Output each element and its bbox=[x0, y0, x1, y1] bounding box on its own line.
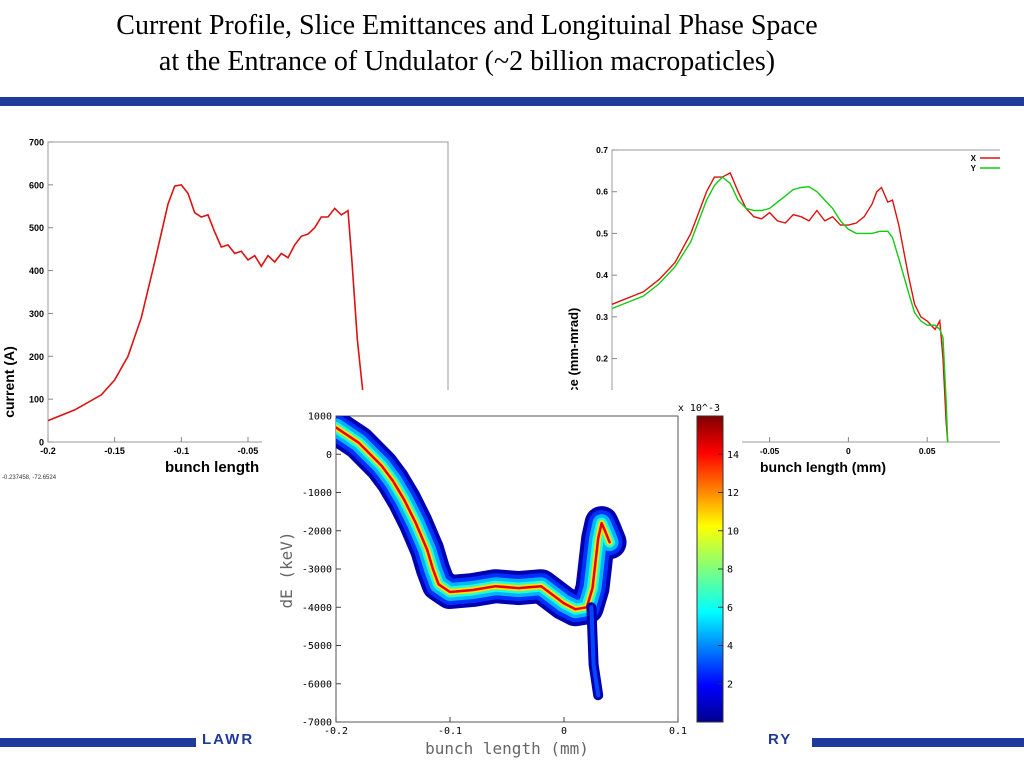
chart3-x-tick-label: -0.1 bbox=[438, 726, 462, 737]
chart2-x-label: bunch length (mm) bbox=[760, 459, 886, 475]
coord-readout: -0.237458, -72.6524 bbox=[2, 475, 57, 481]
chart3-y-label: dE (keV) bbox=[277, 531, 296, 608]
chart3-x-label: bunch length (mm) bbox=[425, 739, 589, 758]
colorbar-tick-label: 12 bbox=[727, 488, 739, 499]
chart1-x-tick-label: -0.15 bbox=[104, 446, 125, 456]
chart1-x-tick-label: -0.05 bbox=[238, 446, 259, 456]
chart3-y-tick-label: -3000 bbox=[302, 565, 332, 576]
chart1-y-tick-label: 600 bbox=[29, 180, 44, 190]
footer-bar-left bbox=[0, 738, 196, 747]
chart1-y-tick-label: 400 bbox=[29, 266, 44, 276]
chart1-x-tick-label: -0.2 bbox=[40, 446, 56, 456]
current-profile-chart: 0 100 200 300 400 500 600 700 -0.2 -0.15 -0.1 -0.0… bbox=[1, 138, 449, 481]
colorbar-tick-label: 14 bbox=[727, 450, 739, 461]
chart3-y-tick-label: -2000 bbox=[302, 526, 332, 537]
chart1-y-tick-label: 700 bbox=[29, 138, 44, 148]
density-band-peak bbox=[336, 426, 611, 611]
density-tail-inner bbox=[589, 605, 601, 698]
chart3-y-tick-label: -4000 bbox=[302, 603, 332, 614]
chart1-y-tick-label: 200 bbox=[29, 352, 44, 362]
chart3-y-tick-label: -1000 bbox=[302, 488, 332, 499]
footer-logo-right: RY bbox=[768, 731, 793, 748]
colorbar-tick-label: 8 bbox=[727, 565, 733, 576]
chart3-y-tick-label: 1000 bbox=[308, 412, 332, 423]
chart3-y-tick-label: -6000 bbox=[302, 679, 332, 690]
phase-space-chart: 1000 0 -1000 -2000 -3000 -4000 -5000 -6000 -7000… bbox=[262, 390, 742, 758]
chart3-y-tick-label: -7000 bbox=[302, 718, 332, 729]
current-series-line bbox=[47, 184, 364, 422]
chart1-y-label: current (A) bbox=[1, 346, 17, 418]
chart1-y-tick-label: 300 bbox=[29, 309, 44, 319]
emittance-y-series-line bbox=[611, 176, 949, 443]
colorbar-tick-label: 2 bbox=[727, 679, 733, 690]
header-divider bbox=[0, 97, 1024, 106]
chart2-y-tick-label: 0.4 bbox=[596, 270, 608, 280]
chart3-y-tick-label: 0 bbox=[326, 450, 332, 461]
chart3-y-tick-label: -5000 bbox=[302, 641, 332, 652]
chart2-y-tick-label: 0.2 bbox=[596, 354, 608, 364]
chart2-x-tick-label: 0 bbox=[846, 446, 851, 456]
chart1-y-tick-label: 500 bbox=[29, 223, 44, 233]
colorbar-tick-label: 6 bbox=[727, 603, 733, 614]
chart2-legend: X Y bbox=[971, 154, 1000, 173]
colorbar-exponent: x 10^-3 bbox=[678, 403, 720, 414]
chart2-x-tick-label: 0.05 bbox=[919, 446, 936, 456]
emittance-x-series-line bbox=[611, 171, 949, 443]
chart2-y-tick-label: 0.3 bbox=[596, 312, 608, 322]
chart2-y-tick-label: 0.5 bbox=[596, 228, 608, 238]
chart2-frame bbox=[611, 149, 1000, 443]
chart3-x-tick-label: -0.2 bbox=[324, 726, 348, 737]
chart1-x-tick-label: -0.1 bbox=[174, 446, 190, 456]
chart1-y-tick-label: 100 bbox=[29, 395, 44, 405]
chart2-y-tick-label: 0.6 bbox=[596, 187, 608, 197]
colorbar-tick-label: 4 bbox=[727, 641, 733, 652]
title-line-1: Current Profile, Slice Emittances and Lo… bbox=[116, 10, 818, 41]
slide-title: Current Profile, Slice Emittances and Lo… bbox=[0, 8, 934, 80]
chart1-x-label: bunch length bbox=[165, 459, 259, 476]
legend-y-label: Y bbox=[971, 164, 977, 173]
colorbar-tick-label: 10 bbox=[727, 526, 739, 537]
chart3-x-tick-label: 0 bbox=[561, 726, 567, 737]
chart3-x-tick-label: 0.1 bbox=[669, 726, 687, 737]
chart1-y-tick-label: 0 bbox=[39, 438, 44, 448]
footer-logo-left: LAWR bbox=[202, 731, 255, 748]
title-line-2: at the Entrance of Undulator (~2 billion… bbox=[158, 46, 776, 77]
chart2-x-tick-label: -0.05 bbox=[760, 446, 780, 456]
chart2-y-tick-label: 0.7 bbox=[596, 145, 608, 155]
footer-bar-right bbox=[812, 738, 1024, 747]
legend-x-label: X bbox=[971, 154, 977, 163]
